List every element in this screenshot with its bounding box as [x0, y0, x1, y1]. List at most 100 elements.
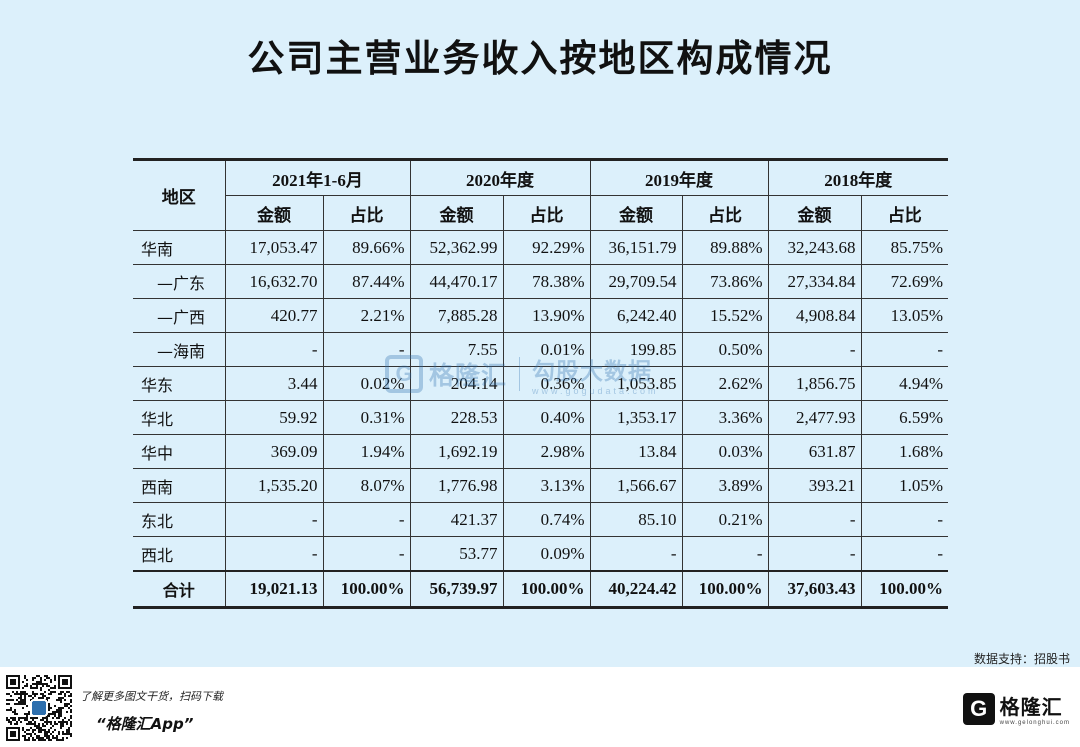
- amount-column-header: 金额: [225, 195, 324, 231]
- share-cell: 89.66%: [322, 230, 411, 265]
- table-row: 华中 369.09 1.94% 1,692.19 2.98% 13.84 0.03% 631.…: [133, 434, 949, 469]
- share-cell: 3.36%: [681, 400, 769, 435]
- table-row: 西北 - -53.77 0.09% - - - -: [133, 536, 949, 572]
- amount-cell: -: [767, 502, 862, 537]
- amount-column-header: 金额: [409, 195, 504, 231]
- table-row: —海南 - -7.55 0.01% 199.85 0.50% - -: [133, 332, 949, 367]
- share-cell: 8.07%: [322, 468, 411, 503]
- table-row: —广西 420.77 2.21% 7,885.28 13.90% 6,242.40 15.5…: [133, 298, 949, 333]
- amount-cell: 36,151.79: [589, 230, 683, 265]
- period-header: 2021年1-6月: [224, 159, 411, 196]
- share-cell: 3.89%: [681, 468, 769, 503]
- region-cell: 华东: [133, 366, 226, 401]
- share-cell: 100.00%: [681, 570, 769, 608]
- share-cell: 87.44%: [322, 264, 411, 299]
- share-cell: 4.94%: [860, 366, 949, 401]
- amount-cell: 16,632.70: [224, 264, 324, 299]
- table-row: 华南 17,053.47 89.66% 52,362.99 92.29% 36,151.7…: [133, 230, 949, 265]
- amount-cell: 37,603.43: [767, 570, 862, 608]
- table-row: 华东 3.44 0.02% 204.14 0.36% 1,053.85 2.62% 1,856…: [133, 366, 949, 401]
- total-label: 合计: [133, 570, 226, 608]
- share-cell: 2.21%: [322, 298, 411, 333]
- share-cell: 0.36%: [502, 366, 591, 401]
- amount-cell: 420.77: [224, 298, 324, 333]
- region-cell: —广东: [133, 264, 226, 299]
- share-column-header: 占比: [860, 195, 949, 231]
- total-row: 合计 19,021.13 100.00% 56,739.97 100.00% 40,224…: [133, 570, 949, 608]
- share-cell: -: [681, 536, 769, 572]
- table-header: 地区 2021年1-6月 2020年度 2019年度 2018年度 金额 占比 金额 占比 金额占…: [133, 159, 949, 231]
- brand-url: www.gelonghui.com: [999, 720, 1070, 726]
- header-row-metrics: 金额 占比 金额 占比 金额 占比 金额 占比: [133, 195, 949, 231]
- share-cell: 85.75%: [860, 230, 949, 265]
- region-column-header: 地区: [133, 159, 226, 231]
- share-column-header: 占比: [322, 195, 411, 231]
- share-cell: 3.13%: [502, 468, 591, 503]
- amount-cell: 393.21: [767, 468, 862, 503]
- data-source-note: 数据支持：招股书: [973, 652, 1070, 666]
- period-header: 2018年度: [767, 159, 949, 196]
- share-cell: -: [860, 536, 949, 572]
- share-cell: 100.00%: [860, 570, 949, 608]
- share-cell: 13.05%: [860, 298, 949, 333]
- amount-cell: 17,053.47: [224, 230, 324, 265]
- amount-cell: 4,908.84: [767, 298, 862, 333]
- amount-cell: 199.85: [589, 332, 683, 367]
- amount-cell: 1,692.19: [409, 434, 504, 469]
- amount-cell: 1,353.17: [589, 400, 683, 435]
- footer-bar: 了解更多图文干货，扫码下载 “格隆汇App” G 格隆汇 www.gelongh…: [0, 667, 1080, 747]
- amount-cell: 7,885.28: [409, 298, 504, 333]
- header-row-periods: 地区 2021年1-6月 2020年度 2019年度 2018年度: [133, 159, 949, 231]
- share-cell: 92.29%: [502, 230, 591, 265]
- share-cell: -: [322, 502, 411, 537]
- share-cell: 0.01%: [502, 332, 591, 367]
- amount-cell: -: [589, 536, 683, 572]
- amount-cell: -: [224, 536, 324, 572]
- amount-column-header: 金额: [589, 195, 683, 231]
- period-header: 2020年度: [409, 159, 591, 196]
- brand-logo-icon: G: [962, 692, 995, 725]
- qr-code-icon[interactable]: [6, 675, 72, 741]
- region-cell: 东北: [133, 502, 226, 537]
- region-revenue-table: 地区 2021年1-6月 2020年度 2019年度 2018年度 金额 占比 金额 占比 金额占…: [133, 158, 949, 609]
- brand-name-block: 格隆汇 www.gelonghui.com: [1000, 691, 1070, 726]
- region-cell: 西北: [133, 536, 226, 572]
- table-row: 西南 1,535.20 8.07% 1,776.98 3.13% 1,566.67 3.89…: [133, 468, 949, 503]
- share-cell: 100.00%: [502, 570, 591, 608]
- region-cell: —海南: [133, 332, 226, 367]
- share-cell: 89.88%: [681, 230, 769, 265]
- share-cell: 72.69%: [860, 264, 949, 299]
- amount-cell: -: [224, 502, 324, 537]
- share-column-header: 占比: [681, 195, 769, 231]
- share-cell: 0.50%: [681, 332, 769, 367]
- amount-cell: 1,856.75: [767, 366, 862, 401]
- share-cell: 0.09%: [502, 536, 591, 572]
- amount-cell: 1,776.98: [409, 468, 504, 503]
- table-row: —广东 16,632.70 87.44% 44,470.17 78.38% 29,709.…: [133, 264, 949, 299]
- amount-cell: 228.53: [409, 400, 504, 435]
- region-cell: —广西: [133, 298, 226, 333]
- amount-cell: 1,535.20: [224, 468, 324, 503]
- region-cell: 华中: [133, 434, 226, 469]
- share-cell: 15.52%: [681, 298, 769, 333]
- amount-cell: 369.09: [224, 434, 324, 469]
- amount-cell: 32,243.68: [767, 230, 862, 265]
- share-cell: -: [860, 332, 949, 367]
- share-cell: 0.31%: [322, 400, 411, 435]
- amount-cell: -: [224, 332, 324, 367]
- amount-cell: 19,021.13: [224, 570, 324, 608]
- amount-cell: 44,470.17: [409, 264, 504, 299]
- brand-logo-block[interactable]: G 格隆汇 www.gelonghui.com: [962, 691, 1070, 726]
- table-row: 华北 59.92 0.31% 228.53 0.40% 1,353.17 3.36% 2,47…: [133, 400, 949, 435]
- amount-cell: 631.87: [767, 434, 862, 469]
- page-title: 公司主营业务收入按地区构成情况: [247, 37, 833, 80]
- amount-cell: 2,477.93: [767, 400, 862, 435]
- region-cell: 华南: [133, 230, 226, 265]
- share-column-header: 占比: [502, 195, 591, 231]
- amount-column-header: 金额: [767, 195, 862, 231]
- share-cell: 0.40%: [502, 400, 591, 435]
- amount-cell: -: [767, 536, 862, 572]
- amount-cell: 52,362.99: [409, 230, 504, 265]
- share-cell: 100.00%: [322, 570, 411, 608]
- region-cell: 华北: [133, 400, 226, 435]
